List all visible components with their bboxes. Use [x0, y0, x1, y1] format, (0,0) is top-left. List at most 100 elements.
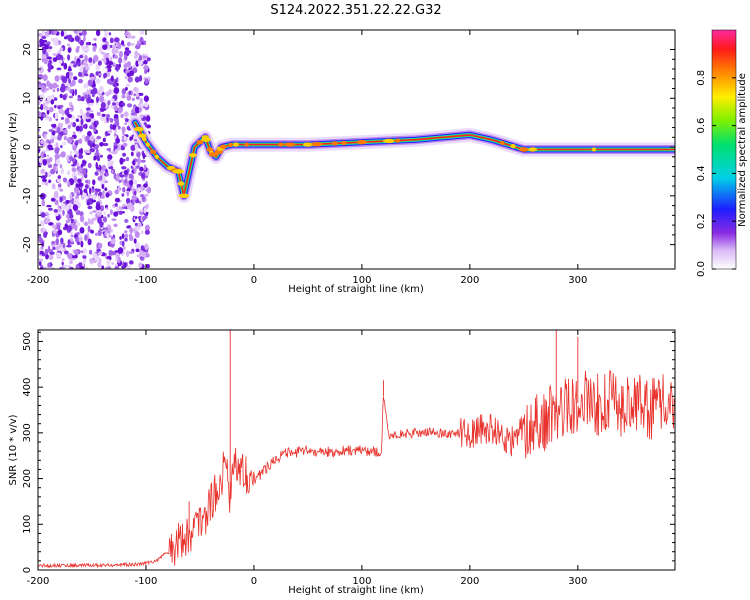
ridge-blob [133, 127, 144, 132]
noise-dot [124, 237, 128, 242]
noise-dot [91, 43, 97, 46]
noise-dot [122, 203, 126, 207]
noise-dot [47, 214, 50, 219]
noise-dot [99, 205, 105, 212]
noise-dot [123, 111, 129, 117]
noise-dot [101, 108, 107, 111]
noise-dot [41, 175, 47, 179]
noise-dot [62, 242, 66, 249]
noise-dot [104, 117, 107, 124]
noise-dot [59, 93, 63, 99]
noise-dot [107, 45, 111, 51]
x-tick-label: 100 [352, 576, 371, 587]
noise-dot [121, 211, 126, 214]
noise-dot [91, 142, 96, 148]
x-tick-label: -200 [27, 576, 50, 587]
noise-dot [62, 177, 67, 182]
noise-dot [113, 118, 117, 121]
noise-dot [124, 54, 128, 61]
ridge-blob [356, 140, 367, 145]
noise-dot [89, 249, 93, 255]
noise-dot [79, 189, 83, 196]
noise-dot [54, 136, 58, 141]
noise-dot [104, 98, 107, 103]
noise-dot [67, 170, 71, 176]
noise-dot [121, 88, 127, 95]
noise-dot [111, 262, 114, 265]
noise-dot [106, 232, 110, 240]
noise-dot [47, 164, 53, 168]
noise-dot [87, 79, 93, 87]
noise-dot [45, 253, 49, 260]
noise-dot [107, 68, 112, 72]
y-tick-label: 400 [22, 378, 33, 397]
y-tick-label: 200 [22, 469, 33, 488]
noise-dot [133, 179, 138, 185]
noise-dot [89, 211, 93, 215]
noise-dot [64, 250, 69, 255]
noise-dot [89, 219, 94, 225]
ridge-blob [341, 140, 347, 146]
noise-dot [59, 152, 65, 158]
noise-dot [140, 215, 144, 223]
noise-dot [74, 35, 80, 42]
noise-dot [88, 110, 94, 113]
noise-dot [139, 99, 143, 104]
noise-dot [92, 179, 96, 186]
noise-dot [79, 215, 85, 223]
noise-dot [67, 34, 73, 42]
noise-dot [48, 83, 54, 90]
noise-dot [56, 87, 60, 92]
noise-dot [121, 94, 126, 99]
noise-dot [51, 183, 56, 190]
noise-dot [96, 96, 99, 103]
noise-dot [130, 43, 135, 46]
noise-dot [47, 245, 51, 253]
noise-dot [116, 66, 119, 72]
ridge-blob [189, 153, 197, 158]
noise-dot [71, 167, 77, 173]
noise-dot [87, 179, 91, 185]
noise-dot [85, 107, 91, 111]
ridge-blobs [133, 127, 597, 198]
noise-dot [66, 244, 72, 248]
noise-dot [38, 258, 44, 262]
noise-dot [99, 142, 104, 147]
noise-dot [73, 249, 79, 255]
noise-dot [79, 66, 84, 73]
noise-dot [101, 164, 107, 172]
noise-dot [48, 67, 51, 73]
noise-dot [96, 157, 101, 162]
noise-dot [44, 248, 49, 255]
noise-dot [143, 59, 148, 65]
noise-dot [60, 203, 66, 210]
noise-dot [55, 252, 62, 258]
noise-dot [42, 48, 47, 55]
noise-dot [111, 124, 117, 130]
noise-dot [50, 37, 56, 42]
noise-dot [135, 226, 141, 231]
noise-dot [129, 251, 134, 254]
noise-dot [46, 155, 50, 159]
noise-dot [81, 134, 86, 139]
noise-dot [52, 53, 58, 56]
noise-dot [90, 257, 93, 265]
noise-dot [70, 121, 73, 126]
noise-dot [74, 149, 77, 155]
figure-title: S124.2022.351.22.22.G32 [270, 3, 441, 18]
noise-dot [73, 198, 78, 205]
noise-dot [64, 117, 70, 124]
ridge-blob [178, 193, 190, 198]
noise-dot [38, 128, 41, 132]
noise-dot [60, 117, 65, 120]
noise-dot [53, 190, 59, 198]
noise-dot [46, 204, 52, 208]
noise-dot [121, 193, 125, 197]
noise-dot [121, 102, 126, 107]
noise-dot [133, 167, 137, 174]
noise-dot [60, 30, 65, 37]
noise-dot [46, 95, 52, 102]
noise-dot [83, 67, 86, 74]
noise-dot [72, 145, 77, 151]
